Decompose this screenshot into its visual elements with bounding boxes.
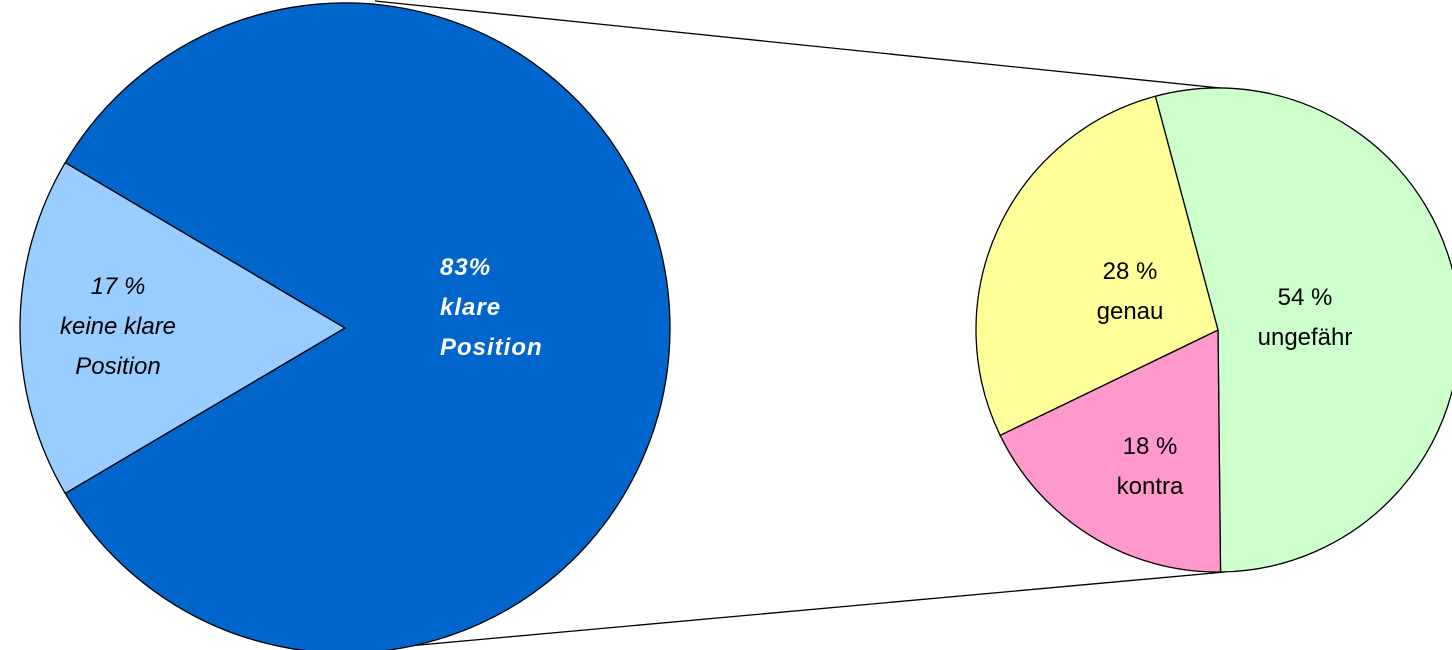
value-label: 28 % [1102,258,1158,285]
category-label: ungefähr [1257,324,1353,351]
value-label: 17 % [90,273,146,300]
value-label: 83% [440,254,492,281]
category-label: kontra [1116,473,1184,500]
category-label: klare Position [440,294,543,361]
slice-label: 18 % kontra [1080,427,1220,507]
value-label: 54 % [1277,284,1333,311]
slice-label: 17 % keine klare Position [28,267,208,387]
slice-label: 83% klare Position [440,248,590,368]
connector-line [374,571,1226,650]
category-label: keine klare Position [59,313,177,380]
pie-slice [64,2,671,650]
pie-slice [19,161,347,495]
slice-label: 28 % genau [1070,252,1190,332]
slice-label: 54 % ungefähr [1240,278,1370,358]
value-label: 18 % [1122,433,1178,460]
pie-slice [1154,87,1452,573]
category-label: genau [1096,298,1164,325]
connector-line [374,0,1221,89]
pie-slice [975,95,1219,437]
pie-slice [999,328,1222,573]
